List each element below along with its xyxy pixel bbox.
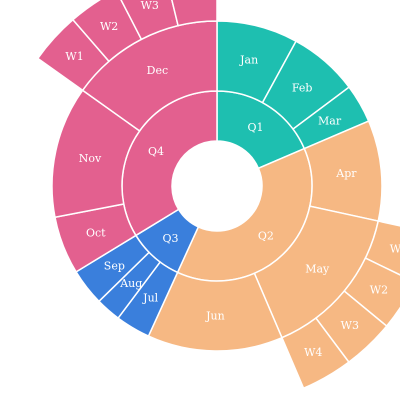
- segment-q2-may-w4[interactable]: [280, 317, 350, 390]
- segment-q4-dec-w3[interactable]: [116, 0, 180, 41]
- segment-q4-dec-w4[interactable]: [165, 0, 218, 27]
